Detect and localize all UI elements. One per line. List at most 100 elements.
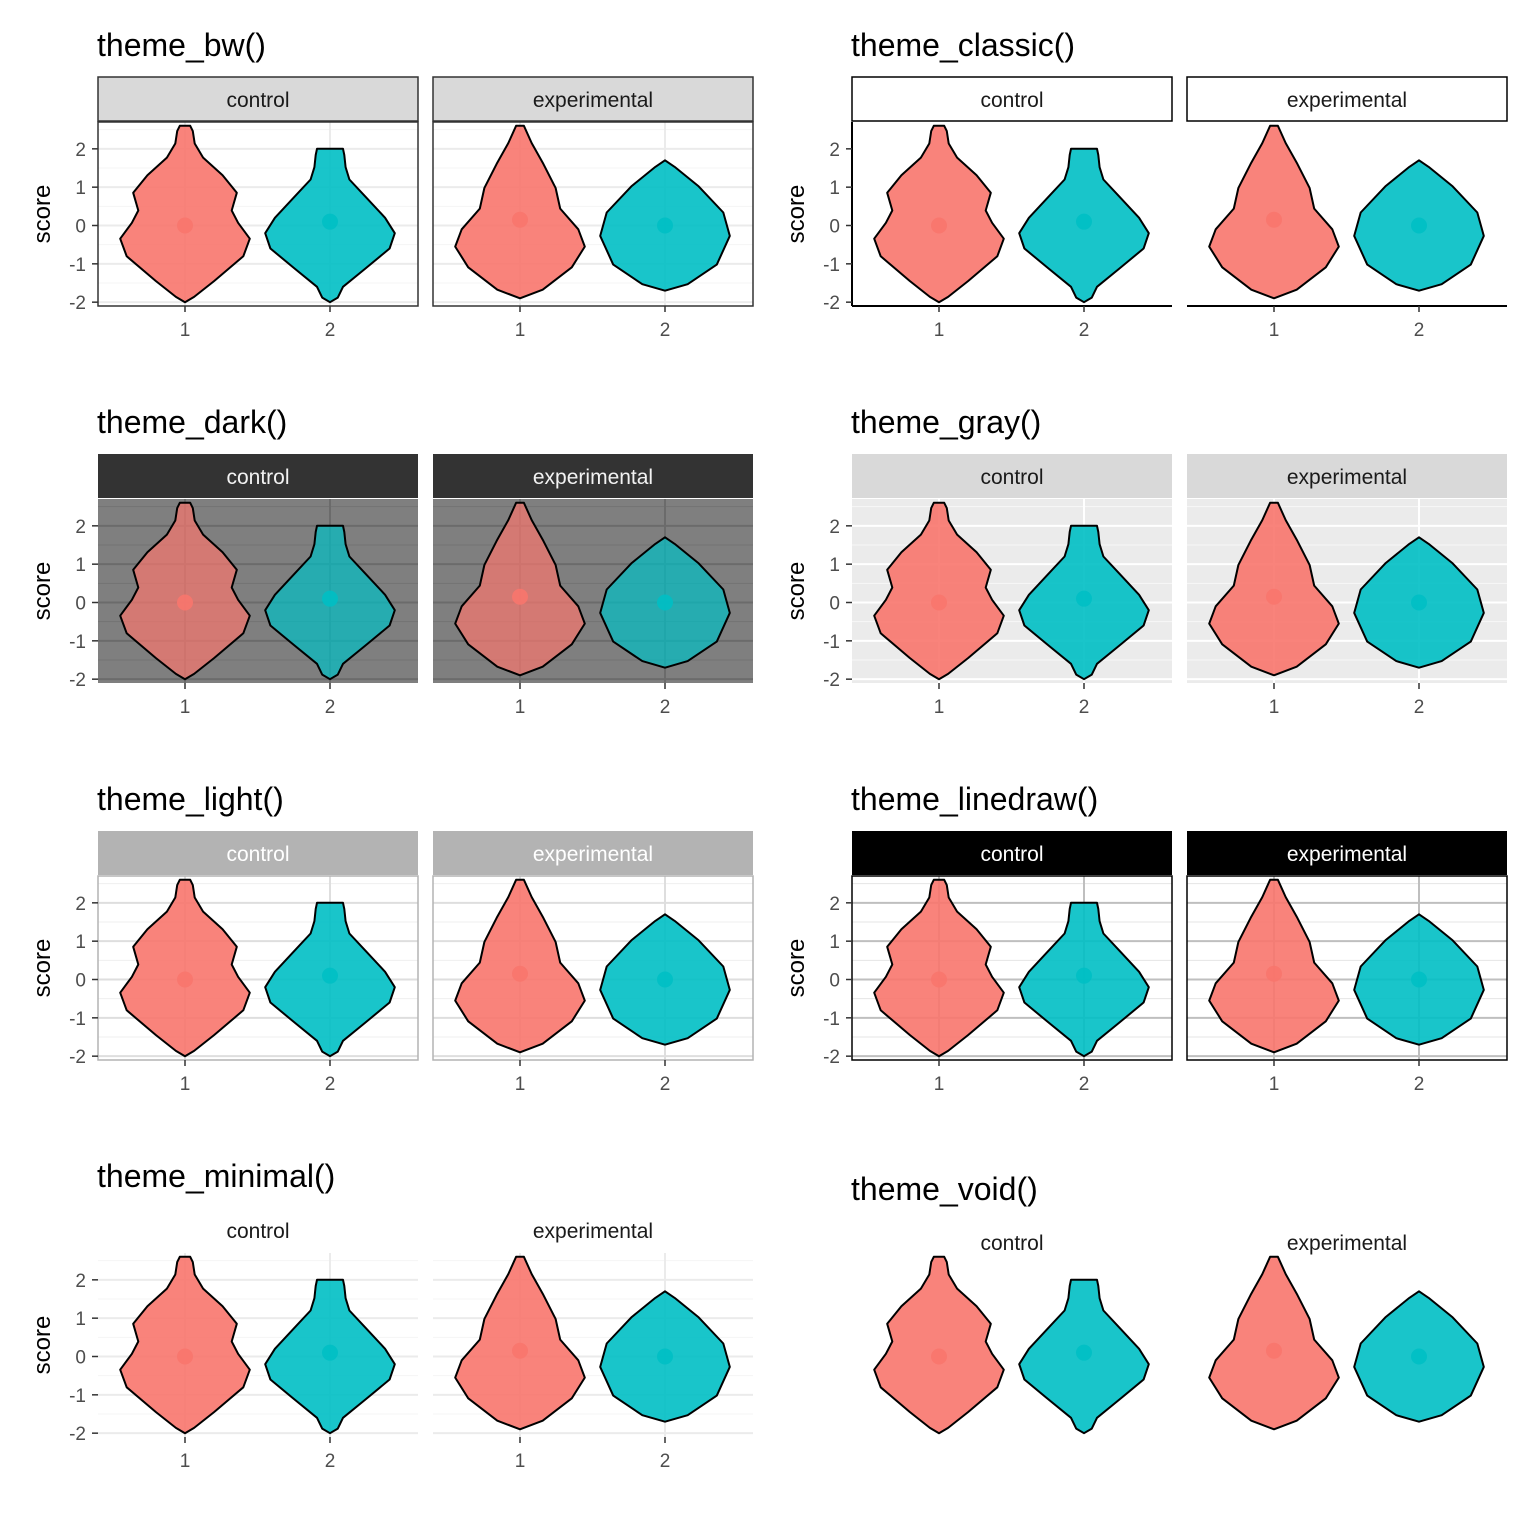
facet-panel-experimental: experimental 1 2 <box>432 76 754 341</box>
facet-label: experimental <box>1287 466 1407 489</box>
facet-panel-control: control 1 2 <box>851 76 1173 341</box>
chart-title: theme_dark() <box>97 404 287 440</box>
y-tick-label: -2 <box>823 1047 840 1068</box>
y-tick-label: 2 <box>75 894 86 915</box>
x-tick-label: 2 <box>1079 320 1090 341</box>
x-tick-label: 1 <box>180 320 191 341</box>
y-tick-label: 2 <box>75 517 86 538</box>
mean-point-control-1 <box>931 1348 947 1365</box>
y-tick-label: 0 <box>829 971 840 992</box>
x-tick-label: 1 <box>515 697 526 718</box>
y-tick-label: 2 <box>829 140 840 161</box>
y-axis-title: score <box>783 185 810 244</box>
facet-strip <box>433 454 753 498</box>
mean-point-experimental-2 <box>1411 217 1427 234</box>
facet-label: control <box>226 1220 289 1243</box>
y-tick-label: -2 <box>69 1047 86 1068</box>
mean-point-experimental-2 <box>657 217 673 234</box>
y-tick-label: 0 <box>829 594 840 615</box>
y-tick-label: -1 <box>823 1009 840 1030</box>
facet-label: control <box>226 89 289 112</box>
mean-point-experimental-1 <box>1266 1342 1282 1359</box>
panel-border <box>97 121 419 307</box>
x-tick-label: 1 <box>515 320 526 341</box>
facet-strip <box>98 831 418 875</box>
violin-control-1 <box>119 124 251 304</box>
chart-title: theme_classic() <box>851 27 1075 63</box>
x-tick-label: 2 <box>325 697 336 718</box>
x-tick-label: 1 <box>1269 697 1280 718</box>
mean-point-experimental-1 <box>512 1342 528 1359</box>
x-tick-label: 1 <box>934 320 945 341</box>
x-tick-label: 2 <box>660 1451 671 1472</box>
mean-point-control-1 <box>177 217 193 234</box>
mean-point-experimental-1 <box>1266 588 1282 605</box>
x-tick-label: 2 <box>325 1451 336 1472</box>
x-tick-label: 1 <box>1269 1074 1280 1095</box>
facet-strip <box>98 454 418 498</box>
y-axis-title: score <box>29 939 56 998</box>
y-axis-title: score <box>29 1316 56 1375</box>
y-tick-label: -2 <box>823 670 840 691</box>
chart-title: theme_light() <box>97 781 284 817</box>
chart-title: theme_linedraw() <box>851 781 1098 817</box>
mean-point-experimental-2 <box>1411 971 1427 988</box>
x-tick-label: 1 <box>180 697 191 718</box>
facet-panel-control: control 1 2 <box>98 1220 418 1472</box>
facet-panel-experimental: experimental 1 2 <box>433 1220 753 1472</box>
violin-control-1 <box>119 501 251 681</box>
facet-strip <box>851 76 1173 122</box>
facet-label: control <box>226 843 289 866</box>
mean-point-control-1 <box>931 594 947 611</box>
facet-panel-experimental: experimental 1 2 <box>432 831 754 1095</box>
mean-point-experimental-1 <box>1266 965 1282 982</box>
violin-control-1 <box>873 878 1005 1058</box>
facet-panel-control: control 1 2 <box>97 831 419 1095</box>
y-tick-label: -2 <box>69 670 86 691</box>
x-tick-label: 1 <box>180 1074 191 1095</box>
y-tick-label: 1 <box>75 1309 86 1330</box>
x-tick-label: 1 <box>934 697 945 718</box>
chart-dark: theme_dark()control 1 2 experimental 1 2 -2 -1 0… <box>29 404 753 718</box>
y-tick-label: 0 <box>75 217 86 238</box>
y-axis-title: score <box>783 939 810 998</box>
x-tick-label: 2 <box>325 1074 336 1095</box>
y-tick-label: 2 <box>75 140 86 161</box>
panel-border <box>1186 875 1508 1061</box>
y-tick-label: 1 <box>829 555 840 576</box>
chart-linedraw: theme_linedraw()control 1 2 experimental 1 2 -… <box>783 781 1508 1095</box>
y-tick-label: -1 <box>69 632 86 653</box>
mean-point-experimental-1 <box>512 588 528 605</box>
y-tick-label: -1 <box>823 255 840 276</box>
mean-point-control-1 <box>177 971 193 988</box>
facet-panel-experimental: experimental 1 2 <box>1187 454 1507 718</box>
y-tick-label: 0 <box>75 971 86 992</box>
violin-control-1 <box>119 878 251 1058</box>
y-tick-label: -1 <box>69 1009 86 1030</box>
facet-strip <box>1187 454 1507 498</box>
facet-label: experimental <box>533 466 653 489</box>
x-tick-label: 2 <box>1414 320 1425 341</box>
facet-panel-experimental: experimental <box>1208 1232 1485 1431</box>
x-tick-label: 1 <box>515 1074 526 1095</box>
x-tick-label: 1 <box>934 1074 945 1095</box>
y-tick-label: 1 <box>75 555 86 576</box>
y-tick-label: 0 <box>75 1348 86 1369</box>
chart-title: theme_void() <box>851 1171 1038 1207</box>
y-tick-label: 1 <box>75 932 86 953</box>
panel-border <box>432 121 754 307</box>
y-tick-label: 1 <box>829 932 840 953</box>
y-axis-title: score <box>29 185 56 244</box>
mean-point-control-1 <box>931 217 947 234</box>
facet-label: experimental <box>1287 89 1407 112</box>
facet-label: experimental <box>533 1220 653 1243</box>
mean-point-control-1 <box>177 1348 193 1365</box>
facet-label: control <box>980 1232 1043 1255</box>
mean-point-control-2 <box>322 967 338 984</box>
mean-point-experimental-2 <box>657 594 673 611</box>
x-tick-label: 2 <box>660 697 671 718</box>
facet-panel-experimental: experimental 1 2 <box>1186 76 1508 341</box>
panel-border <box>432 875 754 1061</box>
chart-title: theme_minimal() <box>97 1158 335 1194</box>
